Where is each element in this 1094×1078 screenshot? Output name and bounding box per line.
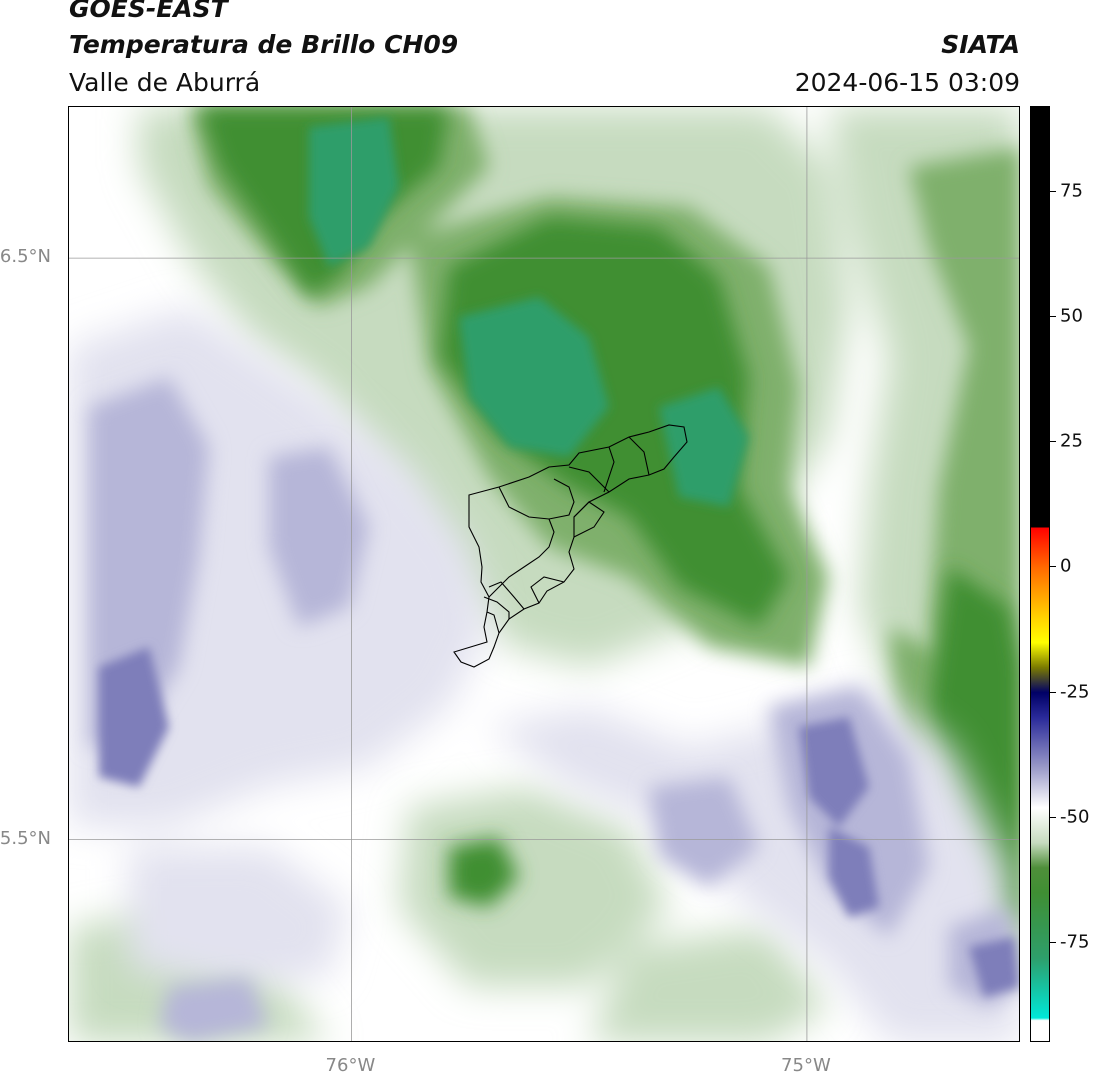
cloud-field-layer <box>69 107 1019 1041</box>
longitude-label-lon-76: 76°W <box>325 1055 376 1076</box>
product-title: Temperatura de Brillo CH09 <box>69 30 459 59</box>
colorbar-tick-mark <box>1050 691 1056 693</box>
map-canvas <box>69 107 1019 1041</box>
colorbar-tick-label: -50 <box>1060 806 1090 828</box>
colorbar-tick-mark <box>1050 441 1056 443</box>
colorbar-tick-label: -25 <box>1060 681 1090 703</box>
graticule-lines <box>69 107 1019 1041</box>
colorbar-tick-label: 25 <box>1060 430 1083 452</box>
organization-label: SIATA <box>941 30 1020 59</box>
colorbar-tick-label: 75 <box>1060 180 1083 202</box>
colorbar-tick-mark <box>1050 191 1056 193</box>
longitude-label-lon-75: 75°W <box>781 1055 831 1076</box>
latitude-label-lat-6-5: 6.5°N <box>0 246 51 268</box>
region-label: Valle de Aburrá <box>69 68 261 97</box>
colorbar-tick-mark <box>1050 816 1056 818</box>
temperature-colorbar <box>1030 106 1050 1042</box>
aburra-valley-boundaries <box>453 424 688 668</box>
brightness-temperature-map[interactable] <box>68 106 1020 1042</box>
latitude-label-lat-5-5: 5.5°N <box>0 827 51 849</box>
satellite-title: GOES-EAST <box>69 0 228 23</box>
colorbar-tick-label: -75 <box>1060 931 1090 953</box>
colorbar-tick-mark <box>1050 316 1056 318</box>
timestamp-label: 2024-06-15 03:09 <box>794 68 1020 97</box>
colorbar-tick-mark <box>1050 941 1056 943</box>
colorbar-tick-mark <box>1050 566 1056 568</box>
colorbar-tick-label: 0 <box>1060 555 1072 577</box>
colorbar-tick-label: 50 <box>1060 305 1083 327</box>
colorbar-gradient <box>1031 107 1049 1041</box>
